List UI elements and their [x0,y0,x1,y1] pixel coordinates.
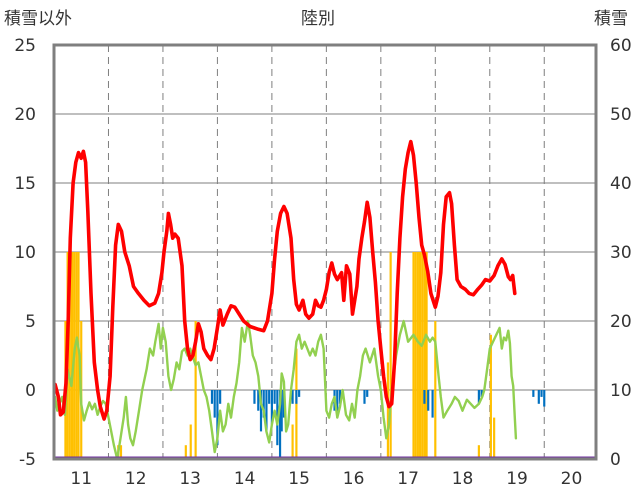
bar [366,390,369,397]
bar [210,390,214,404]
bar [278,390,282,459]
bar [184,445,187,459]
right-tick-label: 10 [610,381,632,401]
bar [434,321,437,459]
right-axis-label: 積雪 [594,9,628,29]
bar [259,390,263,432]
bar [291,390,294,404]
bar [189,424,192,459]
bar [414,252,417,459]
tick-labels: -5 0 5 10 15 20 25 0 10 20 30 40 50 60 11 12 13 14 15 16 17 1… [14,36,631,489]
bar [268,390,271,404]
bar [338,390,342,404]
right-tick-label: 20 [610,312,632,332]
axes [52,43,598,461]
left-tick-label: 20 [14,105,36,125]
bar [480,390,483,397]
bar [216,390,219,446]
bar [386,362,390,459]
bar [336,390,339,418]
bar [421,252,424,459]
x-tick-label: 11 [70,469,92,489]
x-tick-label: 20 [561,469,583,489]
bar [280,390,283,432]
bar [262,390,265,418]
left-tick-label: 15 [14,174,36,194]
bar [291,424,294,459]
x-tick-label: 17 [397,469,419,489]
bar [257,390,260,411]
right-tick-label: 0 [610,450,621,470]
bar [194,321,197,459]
bar [298,390,301,397]
chart-title: 陸別 [301,9,335,29]
bar [532,390,535,397]
bar [68,252,71,459]
bar [119,445,123,459]
right-tick-label: 60 [610,36,632,56]
bar [431,390,434,418]
bar [477,445,480,459]
x-tick-label: 12 [125,469,147,489]
bar [537,390,540,404]
left-axis-label: 積雪以外 [4,9,72,29]
bar [427,390,430,411]
bar [295,390,298,404]
x-tick-label: 16 [343,469,365,489]
bar [418,252,422,459]
right-tick-label: 40 [610,174,632,194]
bar [493,417,496,459]
left-tick-label: 25 [14,36,36,56]
x-tick-label: 19 [506,469,528,489]
line-series [53,139,518,461]
bar [265,390,268,432]
red-line-series [53,139,517,421]
green-line-series [53,319,518,461]
bar [423,390,426,404]
bar [75,252,78,459]
bar [219,390,222,404]
x-tick-label: 14 [234,469,256,489]
bar [70,252,74,459]
bar [416,252,419,459]
bar [543,390,546,407]
right-tick-label: 30 [610,243,632,263]
bar [270,390,273,425]
bar [213,390,216,418]
plot-frame [52,43,598,461]
right-tick-label: 50 [610,105,632,125]
bar [389,252,392,459]
bar [489,334,492,459]
x-tick-label: 15 [288,469,310,489]
bar [363,390,366,404]
bar [540,390,543,397]
bar [253,390,256,404]
bar [412,252,415,459]
bar [423,252,426,459]
bar [425,252,428,459]
left-tick-label: 0 [25,381,36,401]
x-tick-label: 13 [179,469,201,489]
x-tick-label: 18 [452,469,474,489]
bar [477,390,480,404]
bar [273,390,276,404]
left-tick-label: -5 [19,450,36,470]
left-tick-label: 10 [14,243,36,263]
left-tick-label: 5 [25,312,36,332]
